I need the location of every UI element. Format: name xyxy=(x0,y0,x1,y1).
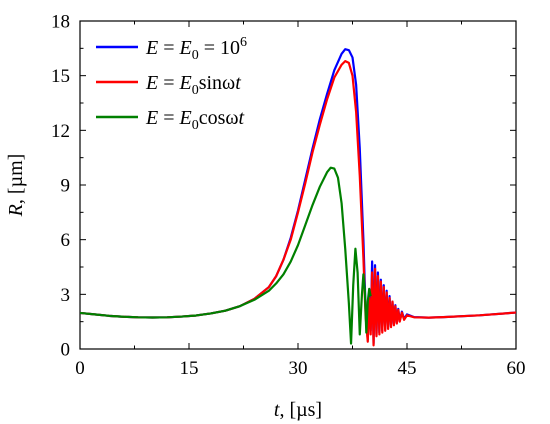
legend: E = E0 = 106 E = E0sinωt E = E0cosωt xyxy=(96,35,247,133)
y-tick-label: 18 xyxy=(51,12,70,33)
x-tick-labels: 0 15 30 45 60 xyxy=(75,358,525,379)
legend-label-1: E = E0 = 106 xyxy=(145,35,247,63)
legend-label-2: E = E0sinωt xyxy=(145,72,241,98)
legend-label-3: E = E0cosωt xyxy=(145,107,245,133)
y-tick-label: 12 xyxy=(51,121,70,142)
plot-frame xyxy=(79,20,517,350)
x-axis-var: t xyxy=(274,399,280,421)
x-axis-label: t, [µs] xyxy=(274,399,322,421)
tick-marks xyxy=(79,20,517,350)
x-tick-label: 0 xyxy=(75,358,85,379)
y-tick-label: 3 xyxy=(61,285,71,306)
series-line-3 xyxy=(80,166,372,345)
y-axis-unit: , [µm] xyxy=(5,154,27,204)
x-axis-unit: , [µs] xyxy=(279,399,322,421)
x-tick-label: 45 xyxy=(398,358,417,379)
x-tick-label: 30 xyxy=(289,358,308,379)
y-tick-labels: 0 3 6 9 12 15 18 xyxy=(51,12,70,361)
y-tick-label: 0 xyxy=(61,340,71,361)
series-lines xyxy=(80,48,516,347)
series-line-2 xyxy=(80,59,516,347)
y-tick-label: 15 xyxy=(51,66,70,87)
y-axis-var: R xyxy=(5,204,27,217)
x-tick-label: 15 xyxy=(180,358,199,379)
y-axis-label: R, [µm] xyxy=(5,154,27,218)
y-tick-label: 6 xyxy=(61,230,71,251)
x-tick-label: 60 xyxy=(507,358,526,379)
y-tick-label: 9 xyxy=(61,176,71,197)
